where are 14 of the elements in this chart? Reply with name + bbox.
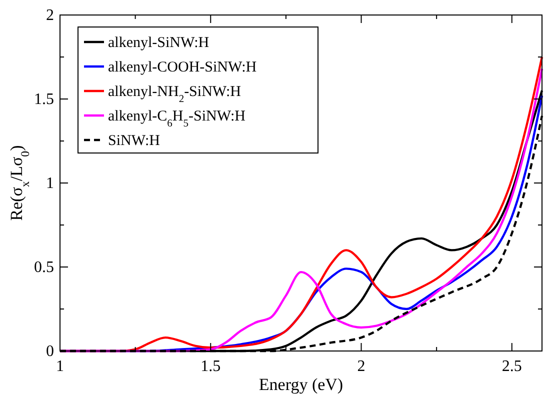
x-axis-title: Energy (eV) bbox=[258, 375, 344, 394]
y-tick-label: 2 bbox=[46, 7, 54, 24]
x-tick-label: 2.5 bbox=[502, 358, 522, 375]
y-tick-label: 1 bbox=[46, 175, 54, 192]
y-tick-label: 0.5 bbox=[34, 259, 54, 276]
legend-label: alkenyl-NH$_{2}$-SiNW:H bbox=[108, 84, 242, 104]
y-tick-label: 1.5 bbox=[34, 91, 54, 108]
legend-label: alkenyl-C$_{6}$H$_{5}$-SiNW:H bbox=[108, 108, 246, 129]
x-tick-label: 2 bbox=[357, 358, 366, 375]
y-tick-label: 0 bbox=[46, 343, 54, 360]
legend-label: SiNW:H bbox=[108, 133, 160, 149]
x-tick-label: 1.5 bbox=[200, 358, 221, 375]
legend-label: alkenyl-COOH-SiNW:H bbox=[108, 60, 257, 76]
legend-label: alkenyl-SiNW:H bbox=[108, 35, 210, 51]
